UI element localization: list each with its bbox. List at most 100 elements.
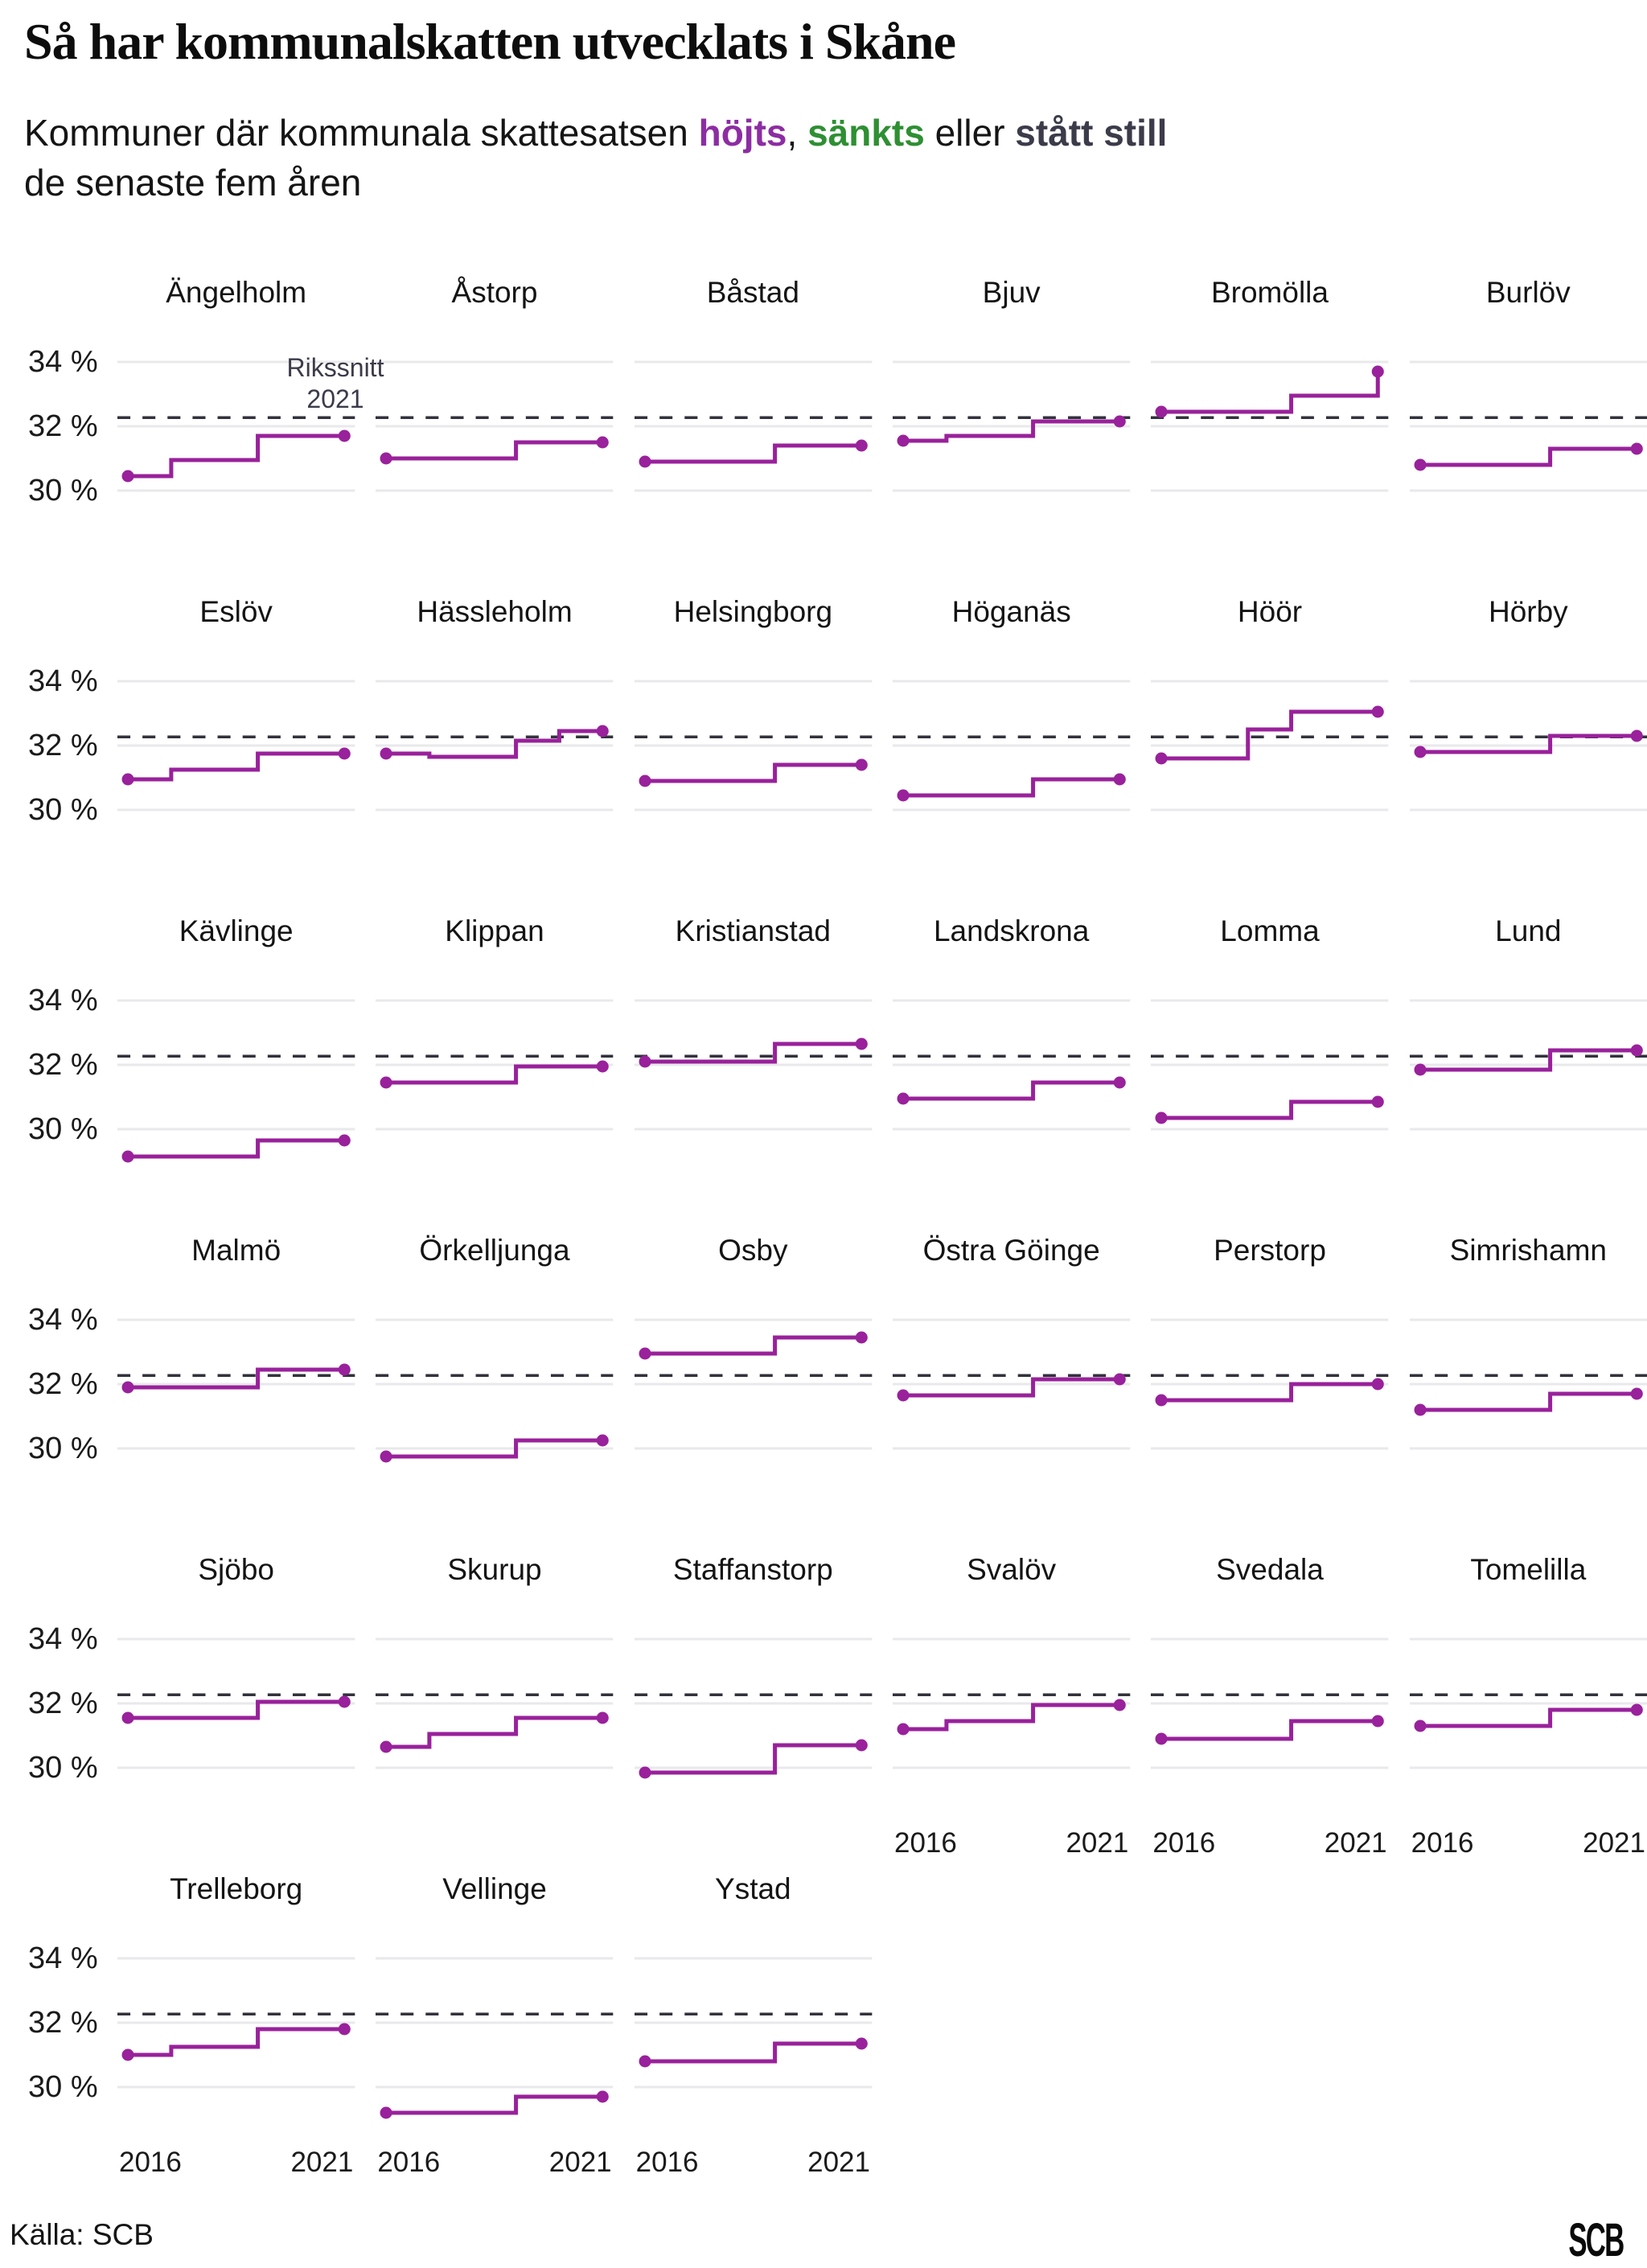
step-line [386,1064,603,1085]
plot-svg [1409,1318,1647,1450]
chart-panel: Åstorp [376,275,614,529]
chart-title: Trelleborg [170,1872,303,1905]
rikssnitt-label-line1: Rikssnitt [286,353,384,382]
step-line [644,2041,861,2064]
chart-row: 34 % 32 % 30 % Malmö Örkelljunga Osby Östra Gö… [0,1233,1647,1487]
step-line [1161,709,1378,761]
subtitle-prefix: Kommuner där kommunala skattesatsen [24,112,699,154]
y-axis-label: 30 % [28,793,98,827]
start-dot [639,2055,651,2068]
plot-svg [117,360,355,492]
y-axis: 34 % 32 % 30 % [0,1872,98,2126]
chart-plot [634,1294,872,1487]
plot-svg [376,680,614,811]
step-line [1419,446,1637,467]
chart-plot [1409,975,1647,1168]
step-line [1161,1382,1378,1403]
chart-title: Skurup [447,1553,542,1586]
chart-title: Perstorp [1214,1234,1326,1267]
chart-panel: Ängelholm Rikssnitt 2021 [117,275,384,529]
plot-svg [1151,999,1389,1131]
chart-title: Ängelholm [166,276,307,309]
y-axis: 34 % 32 % 30 % [0,1233,98,1487]
plot-svg [1151,1637,1389,1769]
chart-panel: Östra Göinge [893,1233,1131,1487]
chart-panel: Örkelljunga [376,1233,614,1487]
plot-svg [1409,1637,1647,1769]
x-axis: 2016 2021 [636,2147,870,2179]
header: Så har kommunalskatten utvecklats i Skån… [0,0,1647,207]
step-line [386,1715,603,1749]
chart-plot: 2016 2021 [634,1933,872,2178]
y-axis-label: 32 % [28,1687,98,1720]
chart-plot [1151,336,1389,529]
chart-plot [1151,655,1389,848]
y-axis-label: 34 % [28,664,98,698]
end-dot [855,1739,868,1752]
chart-panel: Malmö [117,1233,355,1487]
chart-plot [117,1294,355,1487]
x-axis-tick-start: 2016 [894,1827,957,1859]
chart-panel: Båstad [634,275,872,529]
chart-title: Simrishamn [1449,1234,1607,1267]
step-line [903,419,1120,443]
start-dot [1414,458,1427,471]
y-axis-label: 34 % [28,984,98,1017]
chart-plot: 2016 2021 [1151,1613,1389,1859]
plot-svg [1409,999,1647,1131]
end-dot [597,1060,610,1073]
start-dot [121,470,134,483]
plot-svg [893,1318,1131,1450]
step-line [1419,1391,1637,1412]
chart-panel: Eslöv [117,594,355,848]
chart-title: Svedala [1216,1553,1324,1586]
chart-panel: Lund [1409,914,1647,1168]
chart-panel: Burlöv [1409,275,1647,529]
x-axis-tick-start: 2016 [377,2147,441,2178]
chart-panel: Helsingborg [634,594,872,848]
plot-svg [634,360,872,492]
chart-plot: Rikssnitt 2021 [117,336,384,529]
chart-panel: Hässleholm [376,594,614,848]
chart-plot [893,336,1131,529]
start-dot [897,1389,910,1402]
start-dot [639,455,651,468]
chart-title: Höör [1237,595,1303,628]
step-line [128,751,345,782]
plot-svg [376,1637,614,1769]
source-note: Källa: SCB [10,2218,154,2251]
chart-panel: Staffanstorp [634,1552,872,1806]
plot-svg [1151,680,1389,811]
x-axis: 2016 2021 [119,2147,353,2179]
chart-panel: Tomelilla 2016 2021 [1409,1552,1647,1859]
chart-panel: Trelleborg 2016 2021 [117,1872,355,2178]
y-axis-label: 30 % [28,1432,98,1465]
y-axis-label: 34 % [28,1303,98,1337]
step-line [644,1743,861,1775]
subtitle-unchanged-word: stått still [1015,112,1168,154]
end-dot [1372,1378,1385,1391]
plot-svg [376,1957,614,2119]
start-dot [639,1347,651,1360]
step-line [1419,1048,1637,1072]
subtitle-sep1: , [787,112,808,154]
subtitle-lowered-word: sänkts [807,112,925,154]
chart-panel: Landskrona [893,914,1131,1168]
start-dot [897,1092,910,1105]
end-dot [597,1711,610,1724]
chart-row: 34 % 32 % 30 % Ängelholm Rikssnitt 2021 Åstorp… [0,275,1647,529]
chart-title: Svalöv [967,1553,1057,1586]
end-dot [855,439,868,452]
plot-svg [1151,1318,1389,1450]
chart-plot: 2016 2021 [1409,1613,1647,1859]
chart-panel: Svalöv 2016 2021 [893,1552,1131,1859]
step-line [1161,372,1381,414]
chart-title: Vellinge [442,1872,547,1905]
chart-panel: Hörby [1409,594,1647,848]
x-axis-tick-end: 2021 [1583,1827,1645,1859]
y-axis-label: 34 % [28,1941,98,1975]
chart-panel: Klippan [376,914,614,1168]
start-dot [121,773,134,786]
start-dot [121,1711,134,1724]
plot-svg [117,680,355,811]
